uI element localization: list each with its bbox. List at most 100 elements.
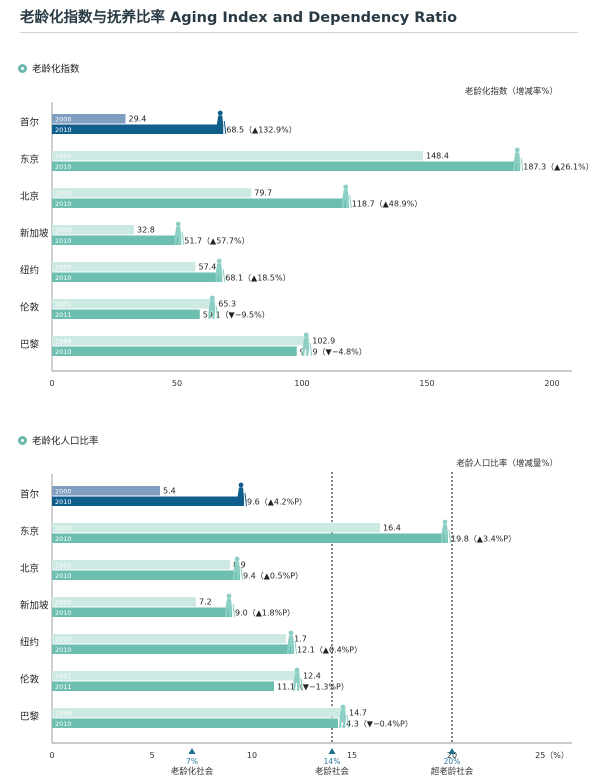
threshold-percent: 20%	[444, 757, 461, 766]
page-title: 老龄化指数与抚养比率 Aging Index and Dependency Ra…	[20, 10, 458, 26]
data-label-2010: 51.7（▲57.7%）	[184, 237, 249, 246]
city-label: 北京	[20, 563, 39, 575]
bar-2000	[52, 486, 160, 496]
elderly-person-body	[225, 598, 232, 617]
walking-cane	[309, 342, 313, 357]
bar-2000	[52, 262, 196, 272]
elderly-person-head	[343, 184, 349, 190]
bar-year-label: 2000	[55, 488, 72, 496]
bar-year-label: 2000	[55, 190, 72, 198]
city-label: 伦敦	[20, 674, 40, 686]
bar-2010	[52, 718, 338, 728]
x-tick-label: 150	[419, 379, 434, 388]
data-label-2000: 102.9	[312, 337, 335, 346]
elderly-person-body	[215, 263, 223, 282]
walking-cane	[244, 492, 247, 507]
elderly-person-head	[175, 221, 181, 227]
data-label-2010: 12.1（▲0.4%P）	[297, 646, 362, 655]
bar-2000	[52, 299, 216, 309]
data-label-2000: 7.2	[199, 598, 212, 607]
bar-year-label: 2010	[55, 609, 72, 617]
x-tick-label: 0	[49, 379, 54, 388]
x-tick-label: 0	[49, 751, 54, 760]
elderly-person-icon	[208, 295, 219, 320]
walking-cane	[300, 677, 303, 692]
elderly-person-head	[209, 295, 215, 301]
walking-cane	[222, 268, 226, 283]
threshold-marker	[328, 748, 336, 754]
walking-cane	[215, 305, 219, 320]
bar-year-label: 2000	[55, 525, 72, 533]
y-axis-label: 老龄人口比率（增减量%）	[456, 458, 558, 469]
city-label: 东京	[20, 154, 39, 166]
threshold-marker	[448, 748, 456, 754]
bar-year-label: 2010	[55, 720, 72, 728]
elderly-person-icon	[441, 519, 451, 544]
bar-2000	[52, 671, 300, 681]
bar-2010	[52, 496, 244, 506]
elderly-person-icon	[341, 184, 352, 209]
x-tick-label: 20	[447, 751, 457, 760]
bar-year-label: 2000	[55, 116, 72, 124]
aging-index-chart: 老龄化指数（增减率%） 0 50 100 150 200 首尔 2000 2010 29.4 68.…	[20, 86, 594, 388]
city-label: 东京	[20, 526, 39, 538]
elderly-person-body	[208, 300, 216, 319]
walking-cane	[181, 231, 185, 246]
walking-cane	[346, 714, 349, 729]
elderly-person-head	[238, 482, 244, 488]
bar-2000	[52, 634, 286, 644]
data-label-2000: 65.3	[218, 300, 236, 309]
elderly-person-icon	[216, 110, 227, 135]
city-label: 新加坡	[20, 600, 49, 612]
elderly-person-head	[294, 667, 300, 673]
elderly-person-head	[226, 593, 232, 599]
elderly-person-icon	[513, 147, 524, 172]
x-tick-label: 50	[172, 379, 182, 388]
data-label-2000: 79.7	[254, 189, 272, 198]
threshold-marker	[188, 748, 196, 754]
elderly-person-icon	[339, 704, 349, 729]
x-tick-label: 25（%）	[535, 751, 569, 760]
elderly-person-head	[340, 704, 346, 710]
city-label: 纽约	[20, 637, 39, 649]
bar-year-label: 2010	[55, 535, 72, 543]
section-bullet-icon	[18, 63, 27, 73]
elderly-person-icon	[233, 556, 243, 581]
elderly-person-icon	[225, 593, 235, 618]
data-label-2000: 16.4	[383, 524, 401, 533]
data-label-2000: 12.4	[303, 672, 321, 681]
elderly-person-body	[341, 189, 349, 208]
elderly-person-body	[339, 709, 346, 728]
section-aging-index-header: 老龄化指数	[18, 61, 80, 75]
section-aging-ratio-label: 老龄化人口比率	[32, 436, 99, 447]
data-label-2000: 5.4	[163, 487, 176, 496]
bar-year-label: 2011	[55, 311, 72, 319]
data-label-2000: 57.4	[199, 263, 217, 272]
elderly-person-head	[514, 147, 520, 153]
bar-year-label: 2010	[55, 274, 72, 282]
elderly-person-icon	[237, 482, 247, 507]
elderly-person-icon	[293, 667, 303, 692]
bar-year-label: 2011	[55, 683, 72, 691]
data-label-2010: 9.0（▲1.8%P）	[235, 609, 295, 618]
aging-population-ratio-chart: 老龄人口比率（增减量%） 0 5 10 15 20 25（%） 7%老龄化社会 14%老龄社会 2…	[20, 458, 572, 777]
data-label-2010: 9.6（▲4.2%P）	[247, 498, 307, 507]
elderly-person-head	[217, 110, 223, 116]
city-label: 纽约	[20, 265, 39, 277]
walking-cane	[240, 566, 243, 581]
elderly-person-body	[441, 524, 448, 543]
section-bullet-icon	[18, 435, 27, 445]
city-label: 伦敦	[20, 302, 40, 314]
threshold-label: 超老龄社会	[431, 766, 474, 777]
bar-year-label: 2000	[55, 264, 72, 272]
walking-cane	[349, 194, 352, 209]
bar-2010	[52, 644, 294, 654]
data-label-2010: 97.9（▼−4.8%）	[300, 348, 367, 357]
title-divider	[20, 32, 578, 33]
bar-year-label: 2010	[55, 646, 72, 654]
walking-cane	[294, 640, 297, 655]
elderly-person-body	[216, 115, 224, 134]
elderly-person-icon	[302, 332, 313, 357]
x-tick-label: 100	[294, 379, 309, 388]
section-aging-ratio-header: 老龄化人口比率	[18, 433, 99, 447]
